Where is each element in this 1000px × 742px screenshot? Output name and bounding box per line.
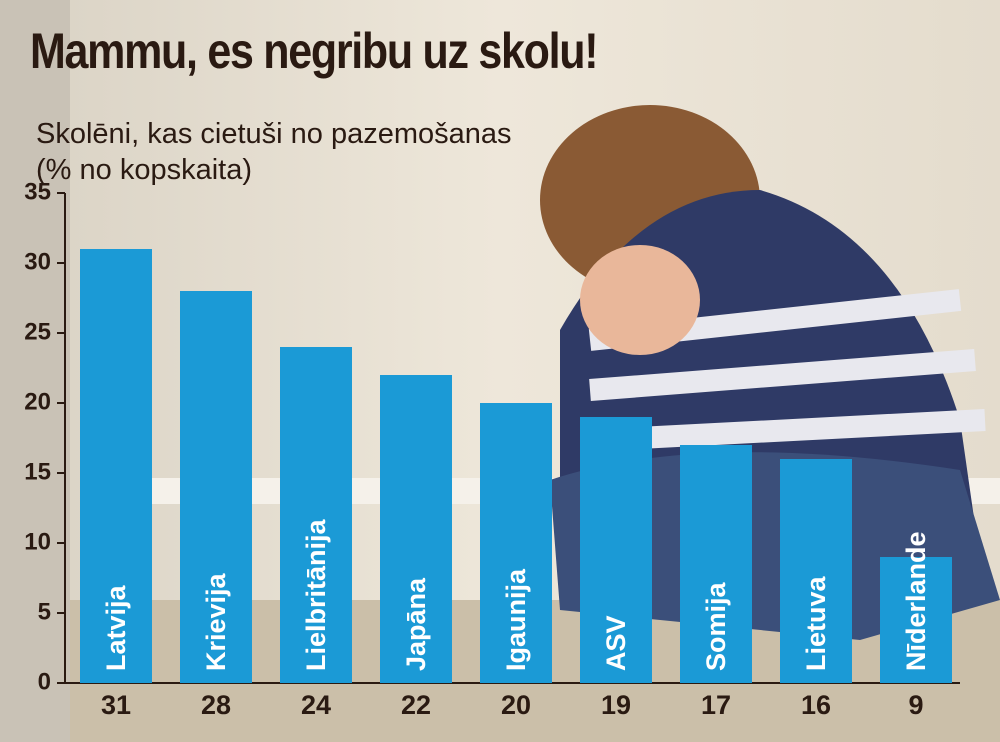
- value-label: 9: [908, 690, 923, 720]
- category-label: Lielbritānija: [301, 518, 331, 671]
- y-tick-label: 25: [24, 318, 51, 345]
- category-label: Lietuva: [801, 575, 831, 671]
- bar: [280, 347, 352, 683]
- category-label: Somija: [701, 581, 731, 671]
- value-label: 31: [101, 690, 131, 720]
- y-tick-label: 10: [24, 528, 51, 555]
- bar: [780, 459, 852, 683]
- chart-subtitle: Skolēni, kas cietuši no pazemošanas (% n…: [36, 118, 512, 186]
- chart-title: Mammu, es negribu uz skolu!: [30, 23, 599, 79]
- y-tick-label: 5: [38, 598, 51, 625]
- category-label: ASV: [601, 615, 631, 671]
- bar: [380, 375, 452, 683]
- value-label: 22: [401, 690, 431, 720]
- bar: [580, 417, 652, 683]
- bar: [880, 557, 952, 683]
- y-tick-label: 0: [38, 668, 51, 695]
- category-label: Igaunija: [501, 568, 531, 671]
- boy-hands: [580, 245, 700, 355]
- bar: [680, 445, 752, 683]
- y-tick-label: 15: [24, 458, 51, 485]
- bar: [180, 291, 252, 683]
- y-tick-label: 20: [24, 388, 51, 415]
- value-label: 28: [201, 690, 231, 720]
- category-label: Nīderlande: [901, 531, 931, 671]
- bar: [80, 249, 152, 683]
- stair-rail: [0, 0, 70, 742]
- value-label: 16: [801, 690, 831, 720]
- value-label: 19: [601, 690, 631, 720]
- y-tick-label: 30: [24, 248, 51, 275]
- value-label: 17: [701, 690, 731, 720]
- bar: [480, 403, 552, 683]
- y-tick-label: 35: [24, 178, 51, 205]
- category-label: Japāna: [401, 577, 431, 671]
- category-label: Krievija: [201, 572, 231, 671]
- value-label: 24: [301, 690, 331, 720]
- category-label: Latvija: [101, 584, 131, 671]
- value-label: 20: [501, 690, 531, 720]
